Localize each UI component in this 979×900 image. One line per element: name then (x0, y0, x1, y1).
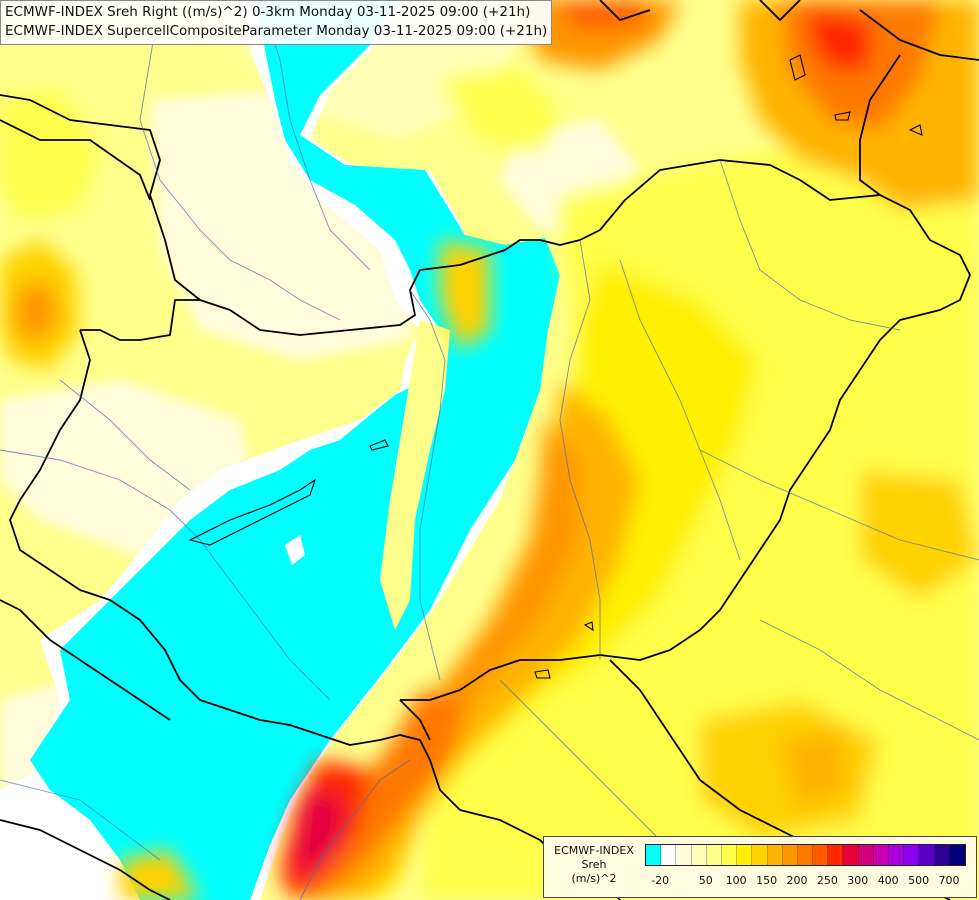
legend-swatch (752, 845, 768, 865)
legend-swatch (873, 845, 889, 865)
legend-swatch (737, 845, 753, 865)
legend-tick-label: 400 (877, 874, 899, 887)
legend-caption-line-3: (m/s)^2 (571, 872, 617, 885)
legend-swatch (889, 845, 905, 865)
legend-tick-label: 150 (756, 874, 778, 887)
legend-tick-label: -20 (651, 874, 670, 887)
legend-swatch (919, 845, 935, 865)
color-legend: ECMWF-INDEX Sreh (m/s)^2 -20 50 100 150 200 2… (543, 836, 977, 898)
field-negative (30, 0, 560, 900)
legend-swatch (828, 845, 844, 865)
legend-tick-label: 500 (908, 874, 930, 887)
legend-swatch (858, 845, 874, 865)
legend-tick-label: 300 (847, 874, 869, 887)
legend-swatch (661, 845, 677, 865)
legend-caption-line-2: Sreh (581, 858, 607, 871)
legend-tick-label: 250 (816, 874, 838, 887)
map-title-box: ECMWF-INDEX Sreh Right ((m/s)^2) 0-3km M… (0, 0, 553, 45)
lakes (188, 54, 923, 679)
legend-swatch (843, 845, 859, 865)
legend-tick-label: 200 (786, 874, 808, 887)
legend-tick-label: 100 (725, 874, 747, 887)
legend-swatch (797, 845, 814, 865)
legend-swatch (676, 845, 692, 865)
legend-swatch (706, 845, 722, 865)
legend-swatches (645, 844, 966, 866)
legend-swatch (813, 845, 829, 865)
legend-swatch (767, 845, 783, 865)
legend-swatch (646, 845, 662, 865)
legend-caption: ECMWF-INDEX Sreh (m/s)^2 (548, 844, 640, 886)
legend-swatch (904, 845, 920, 865)
legend-swatch (721, 845, 738, 865)
title-line-2: ECMWF-INDEX SupercellCompositeParameter … (5, 23, 548, 39)
legend-swatch (691, 845, 707, 865)
legend-tick-label: 700 (938, 874, 960, 887)
legend-swatch (949, 845, 965, 865)
legend-tick-label: 50 (698, 874, 713, 887)
legend-ticks: -20 50 100 150 200 250 300 400 500 700 (645, 874, 965, 888)
legend-swatch (782, 845, 798, 865)
legend-caption-line-1: ECMWF-INDEX (554, 844, 634, 857)
title-line-1: ECMWF-INDEX Sreh Right ((m/s)^2) 0-3km M… (5, 4, 531, 20)
legend-swatch (934, 845, 950, 865)
